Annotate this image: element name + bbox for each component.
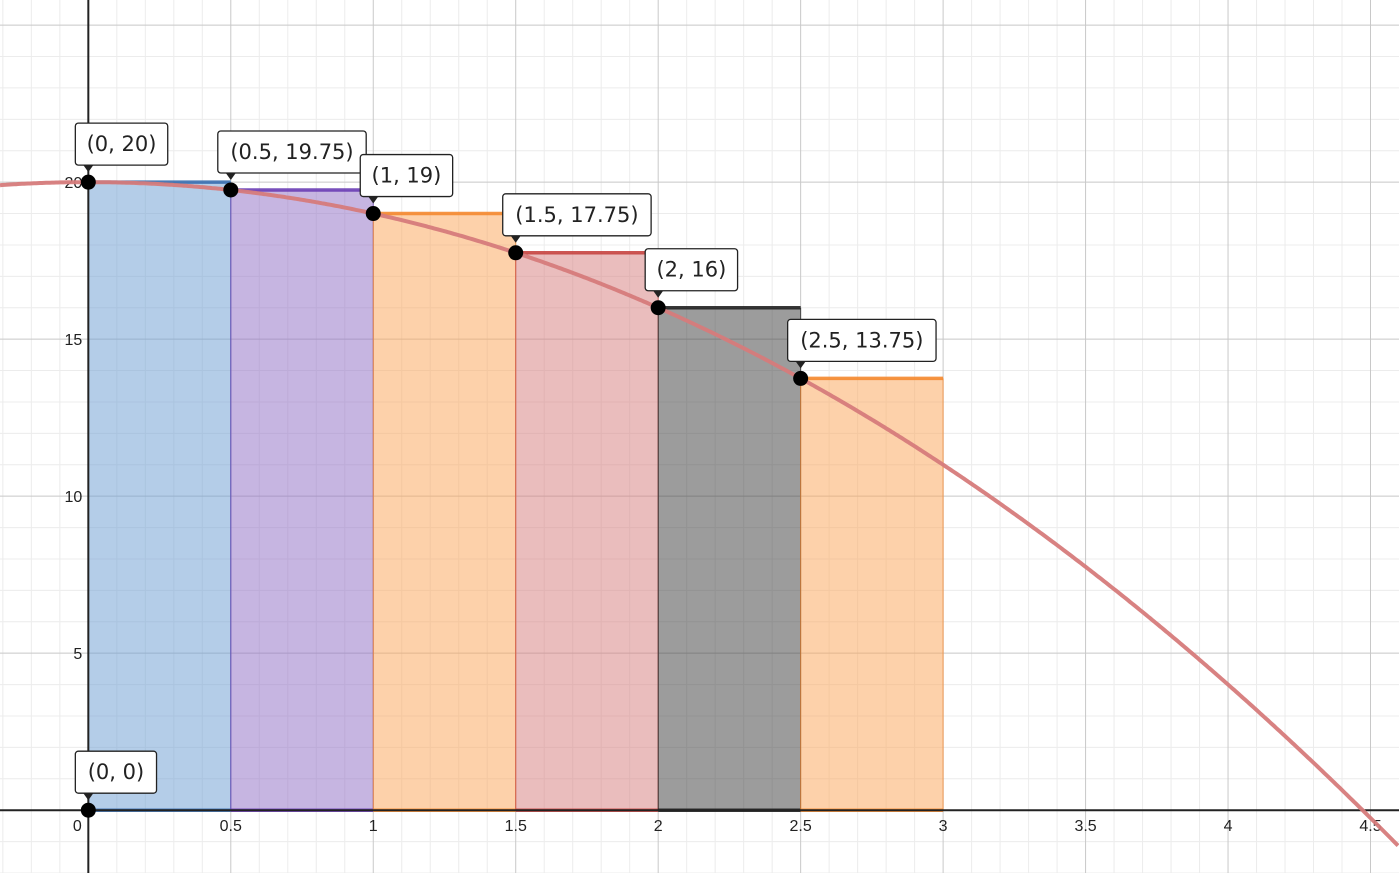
point-marker[interactable] (650, 300, 666, 316)
point-label-box (74, 750, 158, 794)
rect-fill (88, 182, 231, 811)
point-label: (0, 0) (88, 760, 144, 784)
y-tick-label: 5 (73, 646, 82, 663)
point-label-pointer (653, 290, 664, 298)
point-label: (1.5, 17.75) (515, 203, 638, 227)
point-marker[interactable] (80, 174, 96, 190)
x-tick-label: 1 (369, 818, 378, 835)
x-tick-label: 1.5 (505, 818, 527, 835)
point-label-box (217, 130, 367, 174)
point-marker[interactable] (365, 206, 381, 222)
point-marker[interactable] (508, 245, 524, 261)
point-label-box (359, 153, 454, 198)
point-3[interactable]: (1, 19) (359, 153, 454, 222)
x-tick-label: 4 (1224, 818, 1233, 835)
point-label: (0.5, 19.75) (230, 140, 353, 164)
x-tick-label: 2 (654, 818, 663, 835)
point-label-pointer (368, 196, 379, 204)
labeled-points: (0, 20) (0.5, 19.75) (1, 19) (1.5, 17.75) (2… (74, 122, 937, 818)
x-tick-label: 0 (73, 818, 82, 835)
rect-fill (373, 213, 516, 811)
point-label-pointer (510, 235, 521, 243)
y-tick-label: 10 (65, 489, 83, 506)
point-marker[interactable] (80, 802, 96, 818)
y-tick-label: 15 (65, 332, 83, 349)
rect-fill (800, 378, 944, 811)
riemann-rect-4[interactable] (515, 251, 659, 812)
riemann-rect-2[interactable] (230, 188, 374, 812)
x-tick-label: 2.5 (790, 818, 812, 835)
riemann-rectangles (87, 180, 944, 812)
riemann-rect-1[interactable] (87, 180, 232, 812)
point-label: (1, 19) (372, 164, 442, 188)
point-label-box (74, 122, 169, 166)
point-label-box (786, 318, 937, 363)
point-label-pointer (83, 793, 94, 801)
x-tick-label: 0.5 (220, 818, 242, 835)
point-marker[interactable] (223, 182, 239, 198)
x-tick-label: 3.5 (1074, 818, 1096, 835)
rect-fill (658, 307, 801, 811)
x-tick-label: 3 (939, 818, 948, 835)
point-2[interactable]: (0.5, 19.75) (217, 130, 367, 198)
point-4[interactable]: (1.5, 17.75) (502, 193, 652, 261)
point-label-pointer (225, 172, 236, 180)
riemann-rect-6[interactable] (800, 376, 944, 812)
point-6[interactable]: (2.5, 13.75) (786, 318, 937, 386)
point-label-box (502, 193, 652, 237)
point-label: (2.5, 13.75) (800, 328, 923, 352)
rect-fill (230, 189, 374, 811)
point-label-pointer (795, 361, 806, 369)
point-label-pointer (83, 165, 94, 173)
point-marker[interactable] (793, 370, 809, 386)
riemann-rect-5[interactable] (657, 305, 802, 812)
point-5[interactable]: (2, 16) (644, 248, 739, 316)
riemann-rect-3[interactable] (372, 211, 517, 812)
point-label: (0, 20) (87, 132, 157, 156)
point-1[interactable]: (0, 20) (74, 122, 169, 190)
point-label-box (644, 248, 739, 292)
point-label: (2, 16) (656, 258, 726, 282)
rect-fill (515, 252, 659, 811)
point-7[interactable]: (0, 0) (74, 750, 158, 818)
